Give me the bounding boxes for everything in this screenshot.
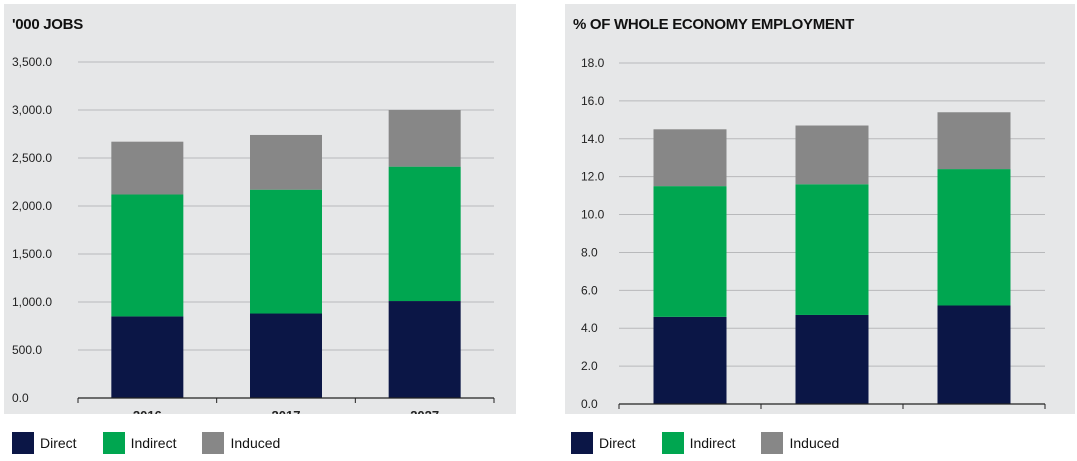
bar-direct-2016 [653, 316, 727, 404]
legend-item-direct: Direct [12, 432, 77, 454]
bar-induced-2017 [795, 125, 869, 185]
y-tick-label: 6.0 [581, 283, 598, 297]
bar-indirect-2027 [937, 169, 1011, 306]
legend-item-indirect: Indirect [102, 432, 177, 454]
legend-swatch-induced [761, 432, 784, 454]
bar-indirect-2017 [795, 184, 869, 315]
y-tick-label: 500.0 [12, 343, 42, 357]
legend-label-indirect: Indirect [130, 435, 177, 451]
y-tick-label: 8.0 [581, 245, 598, 259]
y-tick-label: 3,500.0 [12, 55, 52, 69]
legend-item-direct: Direct [571, 432, 636, 454]
x-tick-label: 2016 [133, 408, 162, 414]
legend-swatch-direct [571, 432, 593, 454]
legend-item-induced: Induced [202, 432, 280, 454]
y-tick-label: 3,000.0 [12, 103, 52, 117]
chart-panel-employment-share: % OF WHOLE ECONOMY EMPLOYMENT 0.0 2.0 4.0 6… [565, 4, 1075, 414]
legend-label-induced: Induced [789, 435, 840, 451]
bar-direct-2027 [937, 305, 1011, 404]
chart-jobs: 0.0 500.0 1,000.0 1,500.0 2,000.0 2,500.0 3,00… [12, 55, 495, 414]
y-tick-label: 2.0 [581, 359, 598, 373]
y-tick-label: 10.0 [581, 208, 605, 222]
legend-label-induced: Induced [230, 435, 281, 451]
bar-induced-2016 [653, 129, 727, 187]
legend-swatch-indirect [661, 432, 684, 454]
y-tick-label: 0.0 [581, 397, 598, 411]
legend-label-direct: Direct [40, 435, 77, 451]
bar-indirect-2027 [388, 166, 461, 302]
x-tick-label: 2027 [410, 408, 439, 414]
legend-swatch-indirect [102, 432, 125, 454]
bar-induced-2027 [937, 112, 1011, 170]
y-tick-label: 14.0 [581, 132, 605, 146]
bar-induced-2016 [111, 141, 184, 195]
bar-direct-2027 [388, 301, 461, 398]
y-tick-label: 16.0 [581, 94, 605, 108]
legend-label-direct: Direct [599, 435, 636, 451]
legend-label-indirect: Indirect [689, 435, 736, 451]
chart-title-employment-share: % OF WHOLE ECONOMY EMPLOYMENT [573, 16, 855, 33]
chart-panel-jobs: '000 JOBS 0.0 500.0 1,000.0 1,500.0 2,000.0 2… [4, 4, 516, 414]
y-tick-label: 1,000.0 [12, 295, 52, 309]
bar-indirect-2017 [250, 189, 322, 314]
bar-direct-2017 [795, 314, 869, 404]
x-tick-label: 2017 [272, 408, 301, 414]
y-tick-label: 12.0 [581, 170, 605, 184]
bar-direct-2017 [250, 313, 322, 398]
y-tick-label: 2,500.0 [12, 151, 52, 165]
y-tick-label: 0.0 [12, 391, 29, 405]
legend-item-induced: Induced [761, 432, 839, 454]
bar-induced-2017 [250, 134, 322, 190]
legend-swatch-direct [12, 432, 34, 454]
y-tick-label: 4.0 [581, 321, 598, 335]
y-tick-label: 2,000.0 [12, 199, 52, 213]
legend-jobs: Direct Indirect Induced [12, 428, 306, 458]
chart-title-jobs: '000 JOBS [12, 16, 83, 33]
bar-direct-2016 [111, 316, 184, 398]
legend-employment-share: Direct Indirect Induced [571, 428, 865, 458]
chart-employment-share: 0.02.04.06.08.010.012.014.016.018.020162… [581, 56, 1046, 411]
bar-indirect-2016 [653, 186, 727, 317]
bar-indirect-2016 [111, 194, 184, 317]
bar-induced-2027 [388, 110, 461, 167]
legend-item-indirect: Indirect [661, 432, 736, 454]
legend-swatch-induced [202, 432, 225, 454]
y-tick-label: 18.0 [581, 56, 605, 70]
y-tick-label: 1,500.0 [12, 247, 52, 261]
